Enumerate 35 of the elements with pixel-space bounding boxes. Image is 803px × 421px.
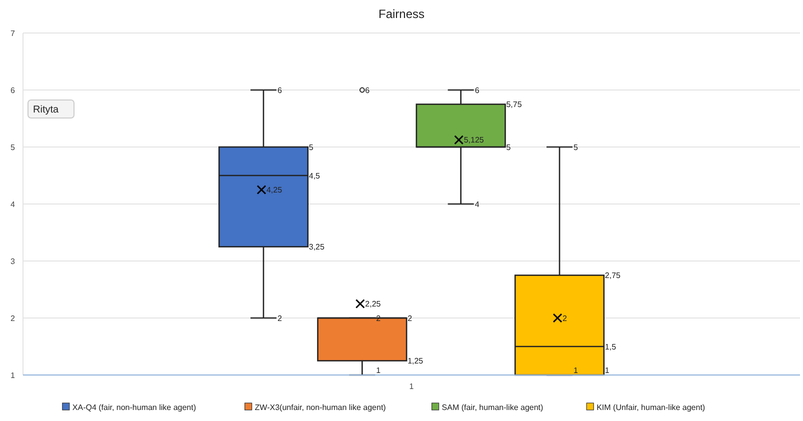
legend-label: KIM (Unfair, human-like agent)	[596, 402, 706, 412]
annotation: 4,25	[266, 186, 283, 195]
y-tick-label: 1	[10, 370, 16, 380]
annotation: 2,75	[604, 271, 622, 280]
y-tick-label: 5	[10, 142, 16, 152]
annotation: 1	[376, 366, 382, 375]
y-tick-label: 2	[10, 314, 16, 323]
annotation: 1,5	[604, 342, 617, 352]
annotation: 6	[474, 86, 480, 95]
annotation: 6	[277, 86, 282, 95]
legend-label: ZW-X3(unfair, non-human like agent)	[254, 402, 386, 412]
annotation: 5	[506, 142, 512, 152]
annotation: 1	[574, 366, 579, 375]
y-tick-label: 3	[10, 256, 16, 266]
annotation: 3,25	[308, 242, 326, 252]
annotation: Rityta	[33, 104, 59, 116]
annotation: 1,25	[408, 356, 424, 366]
annotation: 1	[604, 366, 610, 375]
annotation: 4,5	[308, 171, 321, 180]
annotation: 5	[574, 142, 579, 152]
annotation: 6	[365, 86, 370, 95]
annotation: 5,125	[464, 136, 484, 145]
y-tick-label: 7	[10, 28, 16, 38]
annotation: 2,25	[365, 300, 382, 309]
y-tick-label: 6	[10, 86, 16, 95]
annotation: 2	[277, 314, 282, 323]
annotation: 2	[408, 314, 413, 323]
legend-label: XA-Q4 (fair, non-human like agent)	[72, 402, 196, 412]
annotation: 2	[562, 314, 568, 323]
annotation: 5,75	[506, 100, 522, 110]
annotation: 4	[474, 200, 480, 209]
legend-label: SAM (fair, human-like agent)	[442, 402, 544, 412]
y-tick-label: 4	[10, 200, 16, 209]
chart-title: Fairness	[378, 7, 425, 21]
annotation: 5	[308, 142, 314, 152]
